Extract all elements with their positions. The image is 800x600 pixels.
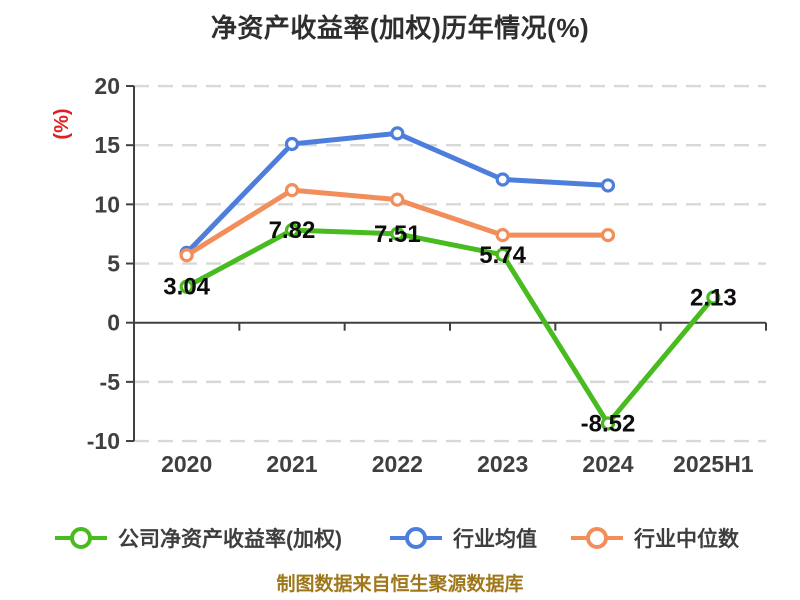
legend: 公司净资产收益率(加权) 行业均值 行业中位数 bbox=[0, 521, 800, 555]
value-label: 7.82 bbox=[269, 217, 316, 244]
data-point-marker[interactable] bbox=[495, 247, 510, 262]
chart-title: 净资产收益率(加权)历年情况(%) bbox=[210, 13, 590, 43]
data-point-marker[interactable] bbox=[600, 178, 616, 193]
value-labels: 3.04 7.82 7.51 5.74 -8.52 2.13 bbox=[163, 217, 736, 437]
legend-marker-industry-average-icon bbox=[390, 527, 442, 549]
value-label: -8.52 bbox=[581, 411, 636, 438]
data-point-marker[interactable] bbox=[284, 183, 300, 198]
data-point-marker[interactable] bbox=[390, 126, 405, 141]
legend-label-industry-median: 行业中位数 bbox=[634, 528, 739, 551]
y-tick-label: 5 bbox=[107, 251, 120, 277]
y-tick-label: 20 bbox=[94, 73, 120, 99]
data-point-marker[interactable] bbox=[179, 248, 194, 263]
value-label: 5.74 bbox=[479, 242, 526, 269]
data-point-marker[interactable] bbox=[600, 416, 616, 431]
data-point-marker[interactable] bbox=[495, 228, 510, 243]
data-point-marker[interactable] bbox=[390, 192, 405, 207]
y-tick-label: 15 bbox=[94, 132, 120, 158]
data-point-marker[interactable] bbox=[284, 223, 300, 238]
y-axis: 20 15 10 5 0 -5 -10 bbox=[87, 73, 135, 454]
y-tick-label: -5 bbox=[100, 369, 121, 395]
x-tick-label: 2023 bbox=[477, 451, 528, 477]
x-axis: 2020 2021 2022 2023 2024 2025H1 bbox=[133, 321, 767, 477]
data-source-note: 制图数据来自恒生聚源数据库 bbox=[276, 574, 524, 595]
value-label: 3.04 bbox=[163, 274, 210, 301]
series-0-line bbox=[179, 223, 721, 431]
x-tick-label: 2024 bbox=[582, 451, 633, 477]
x-tick-label: 2021 bbox=[266, 451, 317, 477]
x-tick-label: 2022 bbox=[372, 451, 423, 477]
grid-lines bbox=[134, 84, 766, 443]
y-tick-label: -10 bbox=[87, 428, 120, 454]
legend-label-industry-average: 行业均值 bbox=[453, 528, 537, 551]
data-point-marker[interactable] bbox=[495, 172, 510, 187]
data-point-marker[interactable] bbox=[390, 226, 405, 241]
legend-marker-company-icon bbox=[55, 527, 107, 549]
x-tick-label: 2025H1 bbox=[673, 451, 754, 477]
y-tick-label: 10 bbox=[94, 191, 120, 217]
data-point-marker[interactable] bbox=[706, 290, 721, 305]
y-tick-label: 0 bbox=[107, 310, 120, 336]
value-label: 2.13 bbox=[690, 284, 737, 311]
legend-item-industry-median[interactable]: 行业中位数 bbox=[571, 521, 739, 555]
series-2-line bbox=[179, 183, 616, 263]
roe-line-chart: 20 15 10 5 0 -5 -10 (%) 2020 2021 2022 2023 2024 2025… bbox=[51, 73, 767, 477]
legend-item-industry-average[interactable]: 行业均值 bbox=[390, 521, 537, 555]
legend-marker-industry-median-icon bbox=[571, 527, 623, 549]
legend-label-company-roe: 公司净资产收益率(加权) bbox=[118, 528, 342, 551]
data-point-marker[interactable] bbox=[179, 279, 194, 294]
data-point-marker[interactable] bbox=[600, 228, 616, 243]
legend-item-company-roe[interactable]: 公司净资产收益率(加权) bbox=[55, 521, 342, 555]
value-label: 7.51 bbox=[374, 221, 421, 248]
y-axis-name: (%) bbox=[51, 108, 73, 139]
data-point-marker[interactable] bbox=[284, 136, 300, 152]
x-tick-label: 2020 bbox=[161, 451, 212, 477]
